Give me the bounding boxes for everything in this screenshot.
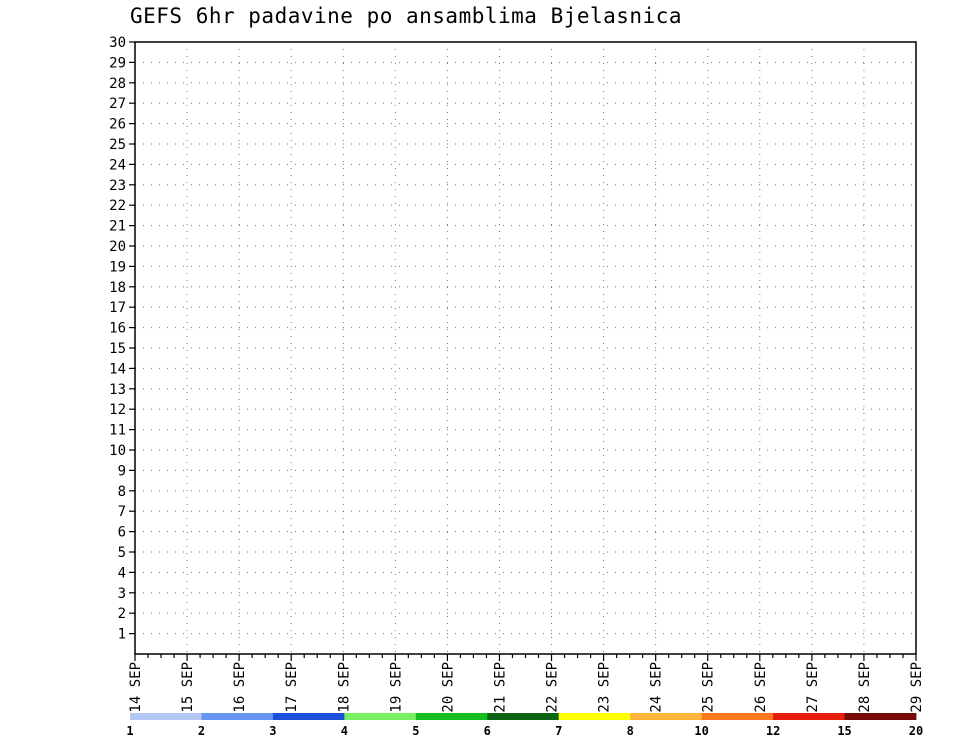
x-tick-label: 18 SEP <box>336 662 352 713</box>
legend-label: 15 <box>837 724 851 738</box>
y-tick-label: 14 <box>109 361 126 377</box>
y-tick-label: 9 <box>118 463 126 479</box>
y-tick-label: 28 <box>109 76 126 92</box>
y-axis: 1234567891011121314151617181920212223242… <box>109 35 135 643</box>
y-tick-label: 12 <box>109 402 126 418</box>
legend-label: 5 <box>412 724 419 738</box>
x-tick-label: 23 SEP <box>597 662 613 713</box>
legend-swatch <box>701 713 774 720</box>
legend-swatch <box>630 713 703 720</box>
y-tick-label: 3 <box>118 586 126 602</box>
legend-label: 20 <box>909 724 923 738</box>
y-tick-label: 7 <box>118 504 126 520</box>
legend-label: 12 <box>766 724 780 738</box>
legend-label: 10 <box>694 724 708 738</box>
legend-swatch <box>558 713 631 720</box>
y-tick-label: 27 <box>109 96 126 112</box>
y-tick-label: 2 <box>118 606 126 622</box>
x-tick-label: 16 SEP <box>232 662 248 713</box>
y-tick-label: 8 <box>118 484 126 500</box>
y-tick-label: 22 <box>109 198 126 214</box>
x-tick-label: 22 SEP <box>545 662 561 713</box>
y-tick-label: 13 <box>109 382 126 398</box>
x-tick-label: 28 SEP <box>857 662 873 713</box>
y-tick-label: 6 <box>118 525 126 541</box>
legend-label: 4 <box>341 724 348 738</box>
legend-label: 3 <box>269 724 276 738</box>
x-axis: 14 SEP 15 SEP 16 SEP 17 SEP 18 SEP 19 SEP 20 S… <box>128 654 925 713</box>
y-tick-label: 20 <box>109 239 126 255</box>
y-tick-label: 17 <box>109 300 126 316</box>
legend-swatch <box>201 713 274 720</box>
y-tick-label: 15 <box>109 341 126 357</box>
y-tick-label: 1 <box>118 627 126 643</box>
x-tick-label: 15 SEP <box>180 662 196 713</box>
y-tick-label: 19 <box>109 259 126 275</box>
y-tick-label: 26 <box>109 117 126 133</box>
y-tick-label: 24 <box>109 157 126 173</box>
legend-label: 7 <box>555 724 562 738</box>
chart-title: GEFS 6hr padavine po ansamblima Bjelasni… <box>130 4 683 28</box>
y-tick-label: 16 <box>109 321 126 337</box>
x-tick-label: 26 SEP <box>753 662 769 713</box>
x-tick-label: 29 SEP <box>909 662 925 713</box>
x-tick-label: 27 SEP <box>805 662 821 713</box>
x-tick-label: 25 SEP <box>701 662 717 713</box>
legend-swatch <box>415 713 488 720</box>
x-tick-label: 24 SEP <box>649 662 665 713</box>
color-legend: 1 2 3 4 5 6 7 8 10 12 15 20 <box>126 713 923 738</box>
y-tick-label: 25 <box>109 137 126 153</box>
legend-swatch <box>487 713 560 720</box>
y-tick-label: 30 <box>109 35 126 51</box>
y-tick-label: 29 <box>109 55 126 71</box>
legend-swatch <box>773 713 845 720</box>
legend-swatch <box>272 713 345 720</box>
grid-lines <box>134 41 917 654</box>
y-tick-label: 5 <box>118 545 126 561</box>
legend-label: 8 <box>627 724 634 738</box>
legend-swatch <box>344 713 417 720</box>
y-tick-label: 4 <box>118 565 126 581</box>
x-tick-label: 14 SEP <box>128 662 144 713</box>
y-tick-label: 21 <box>109 219 126 235</box>
plot-frame <box>134 41 917 655</box>
x-tick-label: 21 SEP <box>492 662 508 713</box>
legend-swatch <box>844 713 917 720</box>
y-tick-label: 11 <box>109 423 126 439</box>
y-tick-label: 23 <box>109 178 126 194</box>
x-tick-label: 19 SEP <box>388 662 404 713</box>
x-tick-label: 20 SEP <box>440 662 456 713</box>
legend-swatch <box>130 713 202 720</box>
x-tick-label: 17 SEP <box>284 662 300 713</box>
legend-label: 6 <box>484 724 491 738</box>
y-tick-label: 18 <box>109 280 126 296</box>
y-tick-label: 10 <box>109 443 126 459</box>
legend-label: 1 <box>126 724 133 738</box>
legend-label: 2 <box>198 724 205 738</box>
